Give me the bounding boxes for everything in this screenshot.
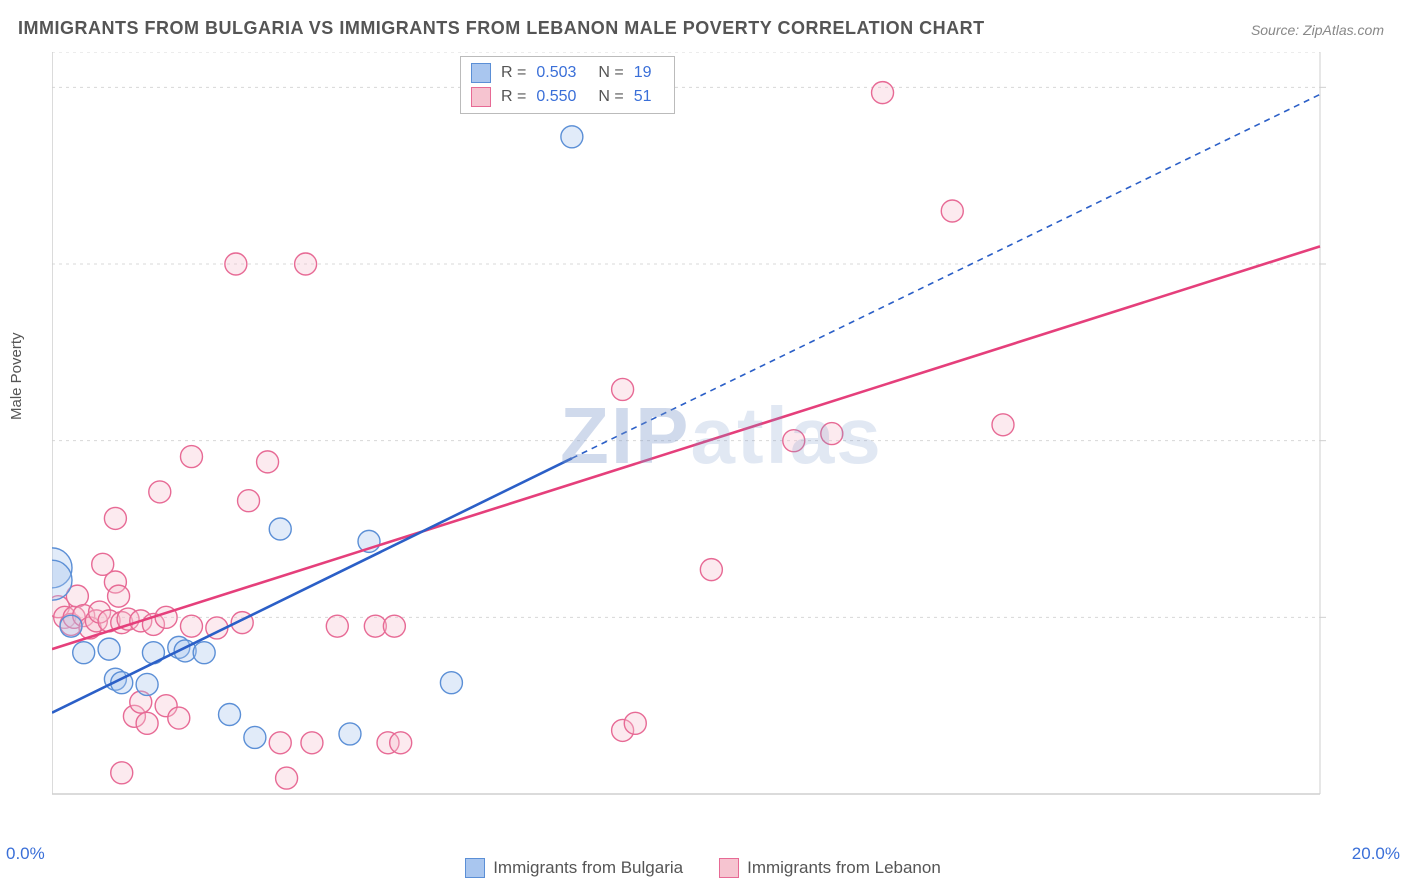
legend-item: Immigrants from Bulgaria [465, 858, 683, 878]
legend-label: Immigrants from Lebanon [747, 858, 941, 878]
legend-item: Immigrants from Lebanon [719, 858, 941, 878]
stat-n-value: 19 [634, 64, 652, 82]
stat-n-label: N = [598, 64, 623, 82]
chart-title: IMMIGRANTS FROM BULGARIA VS IMMIGRANTS F… [18, 18, 985, 39]
y-axis-label: Male Poverty [8, 332, 25, 420]
stat-n-value: 51 [634, 88, 652, 106]
source-credit: Source: ZipAtlas.com [1251, 22, 1384, 38]
swatch-icon [465, 858, 485, 878]
stat-r-value: 0.503 [536, 64, 576, 82]
legend-label: Immigrants from Bulgaria [493, 858, 683, 878]
swatch-icon [471, 63, 491, 83]
legend-stats: R = 0.503 N = 19 R = 0.550 N = 51 [460, 56, 675, 114]
chart-svg: 10.0%20.0%30.0%40.0% [52, 52, 1352, 822]
swatch-icon [719, 858, 739, 878]
stat-r-value: 0.550 [536, 88, 576, 106]
chart-plot: 10.0%20.0%30.0%40.0% [52, 52, 1352, 822]
stat-r-label: R = [501, 64, 526, 82]
stat-r-label: R = [501, 88, 526, 106]
stat-n-label: N = [598, 88, 623, 106]
legend-stats-row: R = 0.503 N = 19 [471, 61, 664, 85]
swatch-icon [471, 87, 491, 107]
x-tick-label: 20.0% [1352, 844, 1400, 864]
x-tick-label: 0.0% [6, 844, 45, 864]
legend-series: 0.0% Immigrants from Bulgaria Immigrants… [0, 858, 1406, 878]
legend-stats-row: R = 0.550 N = 51 [471, 85, 664, 109]
